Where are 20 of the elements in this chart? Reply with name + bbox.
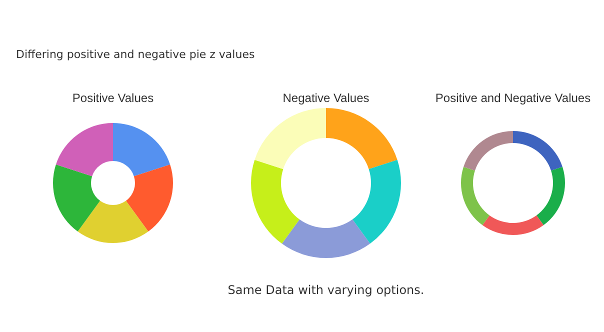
donut-slice bbox=[53, 164, 100, 232]
donut-slice bbox=[113, 123, 170, 176]
chart-title: Negative Values bbox=[282, 91, 370, 105]
text: Differing positive and negative pie z values bbox=[16, 48, 255, 61]
donut-slice bbox=[513, 131, 562, 171]
donut-slice bbox=[282, 219, 370, 258]
donut-slice bbox=[251, 160, 300, 244]
donut-slice bbox=[482, 215, 544, 235]
text: Same Data with varying options. bbox=[228, 283, 424, 297]
donut-slice bbox=[126, 164, 173, 232]
donut-slice bbox=[461, 166, 490, 226]
donut-slice bbox=[536, 166, 565, 226]
chart-title: Positive and Negative Values bbox=[435, 91, 591, 105]
chart-title: Positive Values bbox=[72, 91, 154, 105]
donut-slice bbox=[464, 131, 513, 171]
donut-slice bbox=[254, 108, 326, 170]
donut-slice bbox=[352, 160, 401, 244]
donut-slice bbox=[78, 200, 148, 243]
donut-slice bbox=[56, 123, 113, 176]
donut-slice bbox=[326, 108, 398, 170]
